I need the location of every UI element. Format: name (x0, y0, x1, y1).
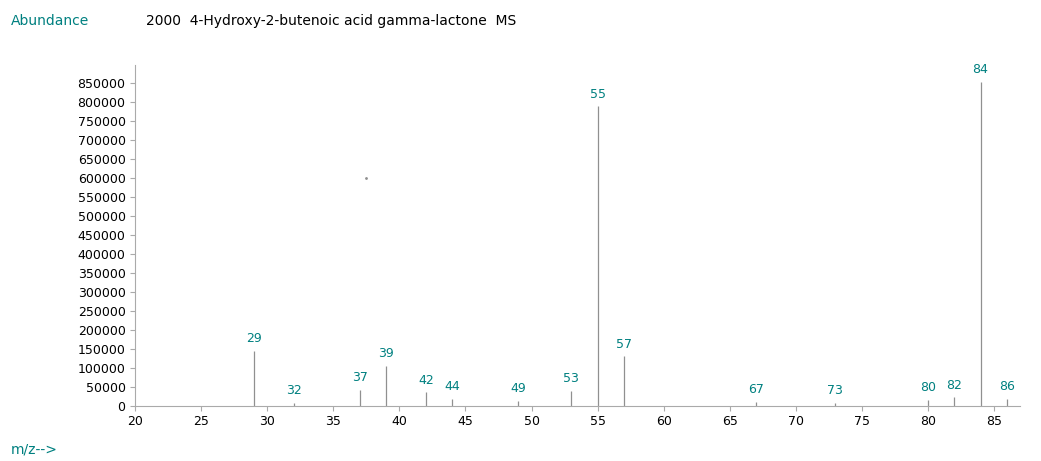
Text: Abundance: Abundance (10, 14, 88, 28)
Text: 55: 55 (589, 88, 606, 100)
Text: 57: 57 (616, 338, 632, 351)
Text: 73: 73 (828, 384, 843, 397)
Text: 53: 53 (563, 372, 579, 385)
Text: 29: 29 (247, 332, 262, 345)
Text: 82: 82 (946, 378, 962, 392)
Text: 49: 49 (510, 383, 526, 396)
Text: 86: 86 (999, 380, 1015, 393)
Text: 39: 39 (378, 347, 395, 360)
Text: 37: 37 (352, 371, 367, 384)
Text: 2000  4-Hydroxy-2-butenoic acid gamma-lactone  MS: 2000 4-Hydroxy-2-butenoic acid gamma-lac… (146, 14, 516, 28)
Text: 32: 32 (286, 384, 302, 397)
Text: m/z-->: m/z--> (10, 443, 57, 456)
Text: 67: 67 (748, 383, 764, 396)
Text: 44: 44 (445, 380, 460, 393)
Text: 42: 42 (418, 374, 434, 387)
Text: 80: 80 (920, 381, 936, 394)
Text: 84: 84 (972, 63, 989, 76)
